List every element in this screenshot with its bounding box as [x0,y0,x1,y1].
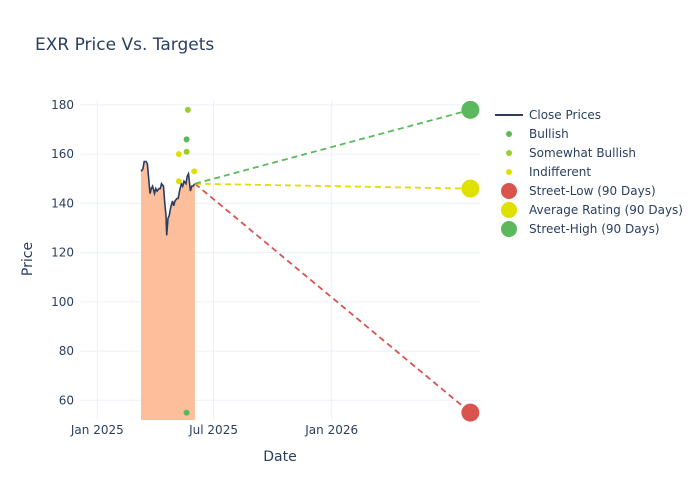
legend-label: Somewhat Bullish [529,146,636,160]
projection-line [194,182,471,190]
y-axis-ticks: 60 80 100 120 140 160 180 [51,98,74,407]
target-marker [461,403,480,422]
x-tick-label: Jul 2025 [188,423,238,437]
y-tick-label: 100 [51,295,74,309]
y-tick-label: 120 [51,246,74,260]
close-price-area [141,161,195,420]
y-axis-label: Price [20,242,36,276]
legend-label: Street-High (90 Days) [529,222,660,236]
projection-line [194,108,471,185]
rating-point [184,106,191,113]
rating-point [183,409,190,416]
chart-title: EXR Price Vs. Targets [35,35,214,55]
legend-label: Street-Low (90 Days) [529,184,656,198]
legend-swatch [506,131,512,137]
legend-swatch [501,183,517,199]
y-tick-label: 140 [51,196,74,210]
price-line-layer [140,160,196,236]
price-fill-area [141,161,195,420]
projection-lines [194,108,471,414]
legend-swatch [501,202,517,218]
legend-label: Indifferent [529,165,591,179]
rating-point [175,178,182,185]
target-marker [461,179,480,198]
legend-swatch [501,221,517,237]
legend-label: Bullish [529,127,569,141]
target-markers [461,100,480,422]
x-axis-label: Date [263,449,296,465]
legend: Close Prices Bullish Somewhat Bullish Indif… [495,108,683,237]
x-axis-ticks: Jan 2025 Jul 2025 Jan 2026 [70,423,358,437]
y-tick-label: 80 [59,344,74,358]
legend-swatch [506,150,512,156]
x-tick-label: Jan 2026 [304,423,358,437]
y-tick-label: 160 [51,147,74,161]
rating-point [191,168,198,175]
rating-point [175,151,182,158]
y-tick-label: 60 [59,393,74,407]
rating-point [183,148,190,155]
y-tick-label: 180 [51,98,74,112]
x-tick-label: Jan 2025 [70,423,124,437]
legend-label: Close Prices [529,108,601,122]
target-marker [461,100,480,119]
legend-swatch [506,169,512,175]
close-price-line [140,160,196,236]
rating-point [183,136,190,143]
rating-points [175,106,198,416]
legend-label: Average Rating (90 Days) [529,203,683,217]
